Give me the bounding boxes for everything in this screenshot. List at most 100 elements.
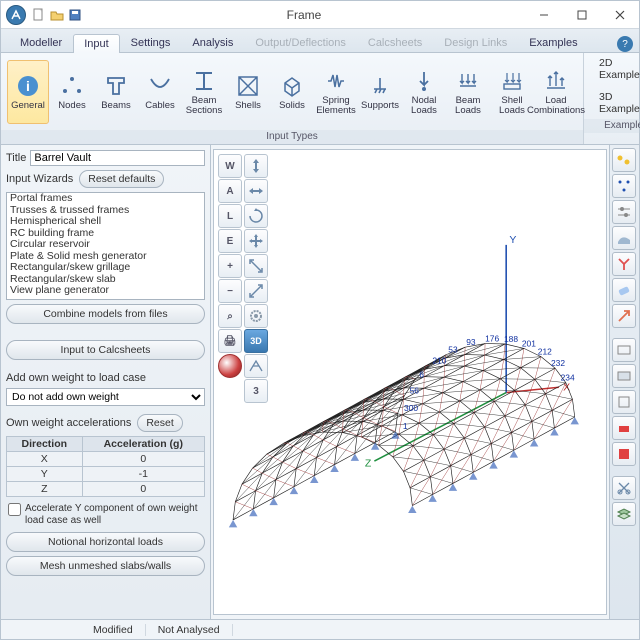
general-icon: i xyxy=(15,73,41,99)
list-item[interactable]: Hemispherical shell xyxy=(7,216,204,228)
close-button[interactable] xyxy=(601,1,639,29)
viewtool-trackball-icon[interactable] xyxy=(218,354,242,378)
quick-access-toolbar xyxy=(31,7,83,23)
viewport-3d[interactable]: WALE+−⌕🖨 3D 3 X Y xyxy=(213,149,607,615)
ribbon-nodal-loads[interactable]: NodalLoads xyxy=(403,60,445,124)
svg-text:6: 6 xyxy=(419,369,424,379)
ribbon-nodes[interactable]: Nodes xyxy=(51,60,93,124)
accel-label: Own weight accelerations xyxy=(6,417,131,429)
viewport-toolcol-2: 3D 3 xyxy=(244,154,268,403)
svg-text:Z: Z xyxy=(365,457,372,469)
qat-new-icon[interactable] xyxy=(31,7,47,23)
rtool-shade-icon[interactable] xyxy=(612,226,636,250)
svg-text:210: 210 xyxy=(432,355,446,365)
beam-loads-icon xyxy=(455,68,481,94)
tab-output-deflections[interactable]: Output/Deflections xyxy=(244,33,357,52)
ribbon-solids[interactable]: Solids xyxy=(271,60,313,124)
tab-calcsheets[interactable]: Calcsheets xyxy=(357,33,433,52)
rtool-red2-icon[interactable] xyxy=(612,442,636,466)
svg-text:232: 232 xyxy=(551,358,565,368)
accel-y-checkbox[interactable]: Accelerate Y component of own weight loa… xyxy=(6,501,205,528)
tab-modeller[interactable]: Modeller xyxy=(9,33,73,52)
ribbon-general[interactable]: iGeneral xyxy=(7,60,49,124)
tab-analysis[interactable]: Analysis xyxy=(181,33,244,52)
rtool-dots-icon[interactable] xyxy=(612,174,636,198)
main-area: Title Input Wizards Reset defaults Porta… xyxy=(1,145,639,619)
combine-models-button[interactable]: Combine models from files xyxy=(6,304,205,324)
ribbon: iGeneralNodesBeamsCablesBeamSectionsShel… xyxy=(1,53,639,145)
rtool-sliders-icon[interactable] xyxy=(612,200,636,224)
view-settings-icon[interactable] xyxy=(244,304,268,328)
view-pan-icon[interactable] xyxy=(244,229,268,253)
examples-2d-examples[interactable]: 2D Examples ▾ xyxy=(592,53,640,85)
tab-design-links[interactable]: Design Links xyxy=(433,33,518,52)
view-3d-button[interactable]: 3D xyxy=(244,329,268,353)
rtool-cut-icon[interactable] xyxy=(612,476,636,500)
list-item[interactable]: View plane generator xyxy=(7,285,204,297)
viewtool-4[interactable]: + xyxy=(218,254,242,278)
minimize-button[interactable] xyxy=(525,1,563,29)
qat-open-icon[interactable] xyxy=(49,7,65,23)
tab-input[interactable]: Input xyxy=(73,34,119,53)
status-bar: Modified Not Analysed xyxy=(1,619,639,639)
rtool-red1-icon[interactable] xyxy=(612,416,636,440)
ribbon-shells[interactable]: Shells xyxy=(227,60,269,124)
view-arrow-ew-icon[interactable] xyxy=(244,179,268,203)
examples-3d-examples[interactable]: 3D Examples ▾ xyxy=(592,87,640,119)
rtool-rect3-icon[interactable] xyxy=(612,390,636,414)
wizards-listbox[interactable]: Portal framesTrusses & trussed framesHem… xyxy=(6,192,205,300)
tab-examples[interactable]: Examples xyxy=(518,33,588,52)
viewtool-5[interactable]: − xyxy=(218,279,242,303)
ribbon-beams[interactable]: Beams xyxy=(95,60,137,124)
status-modified: Modified xyxy=(81,624,146,636)
viewtool-6[interactable]: ⌕ xyxy=(218,304,242,328)
reset-defaults-button[interactable]: Reset defaults xyxy=(79,170,164,188)
list-item[interactable]: Circular reservoir xyxy=(7,239,204,251)
title-label: Title xyxy=(6,152,26,164)
rtool-layers-icon[interactable] xyxy=(612,502,636,526)
ribbon-spring-elements[interactable]: SpringElements xyxy=(315,60,357,124)
ribbon-load-combinations[interactable]: LoadCombinations xyxy=(535,60,577,124)
viewtool-0[interactable]: W xyxy=(218,154,242,178)
view-perspective-icon[interactable] xyxy=(244,354,268,378)
solids-icon xyxy=(279,73,305,99)
app-icon xyxy=(6,5,26,25)
view-num-button[interactable]: 3 xyxy=(244,379,268,403)
ribbon-supports[interactable]: Supports xyxy=(359,60,401,124)
view-arrow-diag1-icon[interactable] xyxy=(244,254,268,278)
view-rotate-icon[interactable] xyxy=(244,204,268,228)
rtool-rect1-icon[interactable] xyxy=(612,338,636,362)
view-arrow-diag2-icon[interactable] xyxy=(244,279,268,303)
rtool-nodes-icon[interactable] xyxy=(612,148,636,172)
viewtool-7[interactable]: 🖨 xyxy=(218,329,242,353)
right-toolbar xyxy=(609,145,639,619)
rtool-eraser-icon[interactable] xyxy=(612,278,636,302)
title-input[interactable] xyxy=(30,150,205,166)
viewtool-1[interactable]: A xyxy=(218,179,242,203)
svg-text:212: 212 xyxy=(538,347,552,357)
ribbon-beam-loads[interactable]: BeamLoads xyxy=(447,60,489,124)
input-to-calcsheets-button[interactable]: Input to Calcsheets xyxy=(6,340,205,360)
viewtool-3[interactable]: E xyxy=(218,229,242,253)
rtool-branch-icon[interactable] xyxy=(612,252,636,276)
svg-text:234: 234 xyxy=(561,373,575,383)
list-item[interactable]: Portal frames xyxy=(7,193,204,205)
qat-save-icon[interactable] xyxy=(67,7,83,23)
notional-loads-button[interactable]: Notional horizontal loads xyxy=(6,532,205,552)
rtool-rect2-icon[interactable] xyxy=(612,364,636,388)
ribbon-beam-sections[interactable]: BeamSections xyxy=(183,60,225,124)
maximize-button[interactable] xyxy=(563,1,601,29)
rtool-arrow-icon[interactable] xyxy=(612,304,636,328)
svg-text:176: 176 xyxy=(485,333,499,343)
mesh-unmeshed-button[interactable]: Mesh unmeshed slabs/walls xyxy=(6,556,205,576)
own-weight-select[interactable]: Do not add own weight xyxy=(6,388,205,406)
viewtool-2[interactable]: L xyxy=(218,204,242,228)
ribbon-cables[interactable]: Cables xyxy=(139,60,181,124)
svg-text:53: 53 xyxy=(448,345,458,355)
app-window: Frame ModellerInputSettingsAnalysisOutpu… xyxy=(0,0,640,640)
window-title: Frame xyxy=(83,8,525,22)
help-icon[interactable]: ? xyxy=(617,36,633,52)
view-arrow-ns-icon[interactable] xyxy=(244,154,268,178)
accel-reset-button[interactable]: Reset xyxy=(137,414,182,432)
tab-settings[interactable]: Settings xyxy=(120,33,182,52)
